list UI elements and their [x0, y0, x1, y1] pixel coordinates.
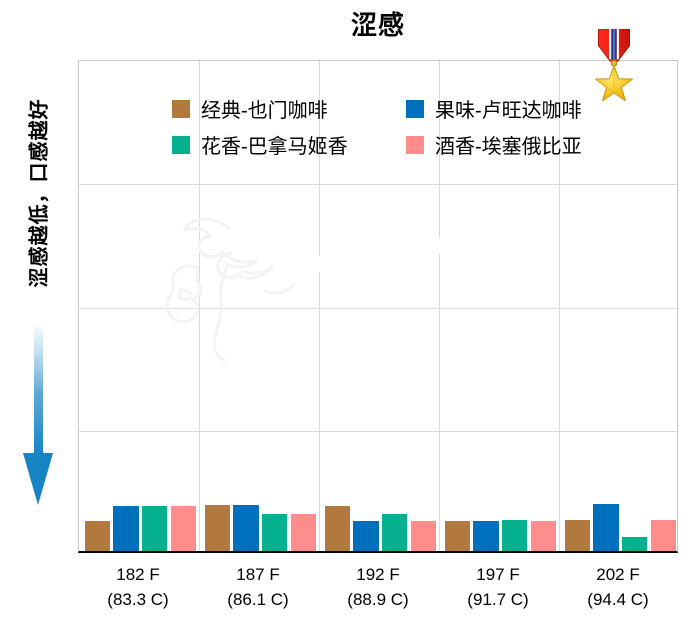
legend-swatch	[406, 135, 424, 154]
legend-item: 酒香-埃塞俄比亚	[406, 130, 582, 159]
x-tick-temperature-f: 182 F	[116, 565, 160, 584]
x-tick-temperature-f: 202 F	[596, 565, 640, 584]
bar-酒香-埃塞俄比亚-202 F	[650, 520, 677, 551]
bars-layer	[79, 61, 677, 551]
legend-swatch	[172, 99, 190, 118]
gridline-vertical	[438, 61, 440, 551]
bar-果味-卢旺达咖啡-187 F	[233, 505, 259, 551]
legend-label: 花香-巴拿马姬香	[201, 136, 348, 158]
down-arrow-head	[23, 453, 53, 505]
legend-label: 果味-卢旺达咖啡	[435, 100, 582, 122]
x-tick-temperature-c: (88.9 C)	[347, 590, 409, 609]
x-tick-temperature-f: 187 F	[236, 565, 280, 584]
gridline-horizontal	[79, 307, 677, 309]
x-tick-label: 202 F (94.4 C)	[558, 562, 678, 612]
bar-花香-巴拿马姬香-187 F	[261, 514, 288, 551]
down-arrow-shaft	[34, 322, 43, 455]
bar-酒香-埃塞俄比亚-192 F	[410, 521, 437, 551]
y-axis-label: 涩感越低，口感越好	[28, 98, 51, 288]
bar-花香-巴拿马姬香-182 F	[141, 505, 168, 551]
bar-酒香-埃塞俄比亚-187 F	[290, 514, 317, 551]
bar-经典-也门咖啡-202 F	[564, 520, 590, 551]
bar-果味-卢旺达咖啡-192 F	[353, 521, 379, 551]
bar-花香-巴拿马姬香-202 F	[621, 537, 648, 551]
legend-item: 果味-卢旺达咖啡	[406, 94, 582, 123]
gridline-vertical	[318, 61, 320, 551]
x-tick-temperature-c: (91.7 C)	[467, 590, 529, 609]
legend-item: 经典-也门咖啡	[172, 94, 406, 123]
bar-果味-卢旺达咖啡-182 F	[113, 505, 139, 551]
medal-icon	[594, 29, 634, 102]
legend-swatch	[172, 135, 190, 154]
gridline-vertical	[558, 61, 560, 551]
x-tick-label: 187 F (86.1 C)	[198, 562, 318, 612]
bar-经典-也门咖啡-187 F	[204, 505, 230, 551]
x-tick-temperature-c: (94.4 C)	[587, 590, 649, 609]
bar-花香-巴拿马姬香-197 F	[501, 520, 528, 551]
bar-经典-也门咖啡-197 F	[444, 521, 470, 551]
plot-area: 经典-也门咖啡 果味-卢旺达咖啡花香-巴拿马姬香 酒香-埃塞俄比亚	[78, 60, 678, 553]
bar-酒香-埃塞俄比亚-197 F	[530, 521, 557, 551]
x-tick-temperature-f: 192 F	[356, 565, 400, 584]
legend-item: 花香-巴拿马姬香	[172, 130, 406, 159]
bar-果味-卢旺达咖啡-197 F	[473, 521, 499, 551]
bar-酒香-埃塞俄比亚-182 F	[170, 505, 197, 551]
x-tick-temperature-c: (83.3 C)	[107, 590, 169, 609]
legend-label: 经典-也门咖啡	[201, 100, 328, 122]
legend: 经典-也门咖啡 果味-卢旺达咖啡花香-巴拿马姬香 酒香-埃塞俄比亚	[172, 94, 582, 159]
x-tick-temperature-f: 197 F	[476, 565, 520, 584]
legend-label: 酒香-埃塞俄比亚	[435, 136, 582, 158]
bar-经典-也门咖啡-192 F	[324, 505, 350, 551]
bar-经典-也门咖啡-182 F	[84, 521, 110, 551]
bar-花香-巴拿马姬香-192 F	[381, 513, 408, 551]
gridline-horizontal	[79, 430, 677, 432]
x-tick-label: 182 F (83.3 C)	[78, 562, 198, 612]
x-tick-label: 197 F (91.7 C)	[438, 562, 558, 612]
gridline-horizontal	[79, 184, 677, 186]
x-tick-label: 192 F (88.9 C)	[318, 562, 438, 612]
x-tick-temperature-c: (86.1 C)	[227, 590, 289, 609]
bar-果味-卢旺达咖啡-202 F	[593, 504, 619, 551]
legend-swatch	[406, 99, 424, 118]
chart-title: 涩感	[350, 10, 405, 40]
